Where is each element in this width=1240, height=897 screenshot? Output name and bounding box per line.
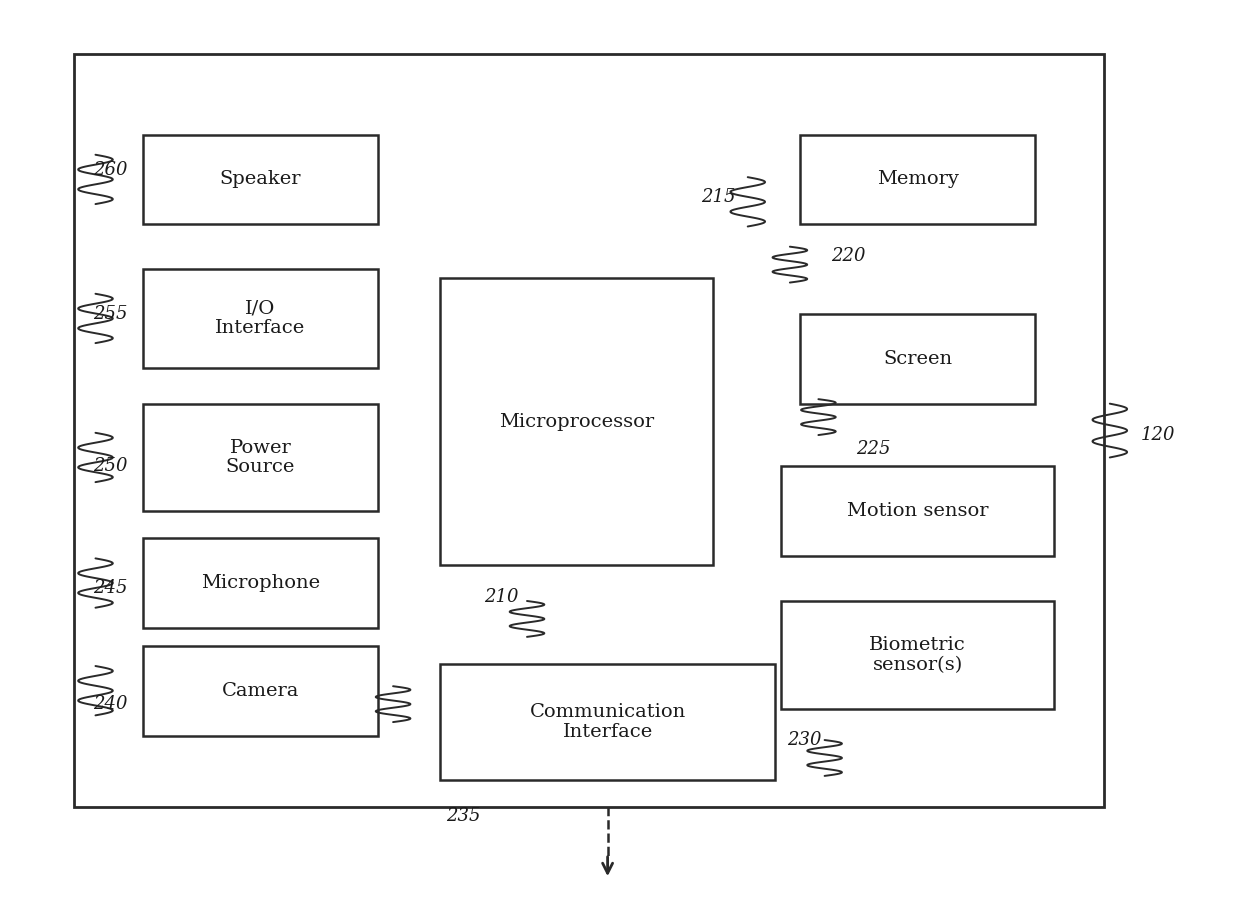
Text: 230: 230	[787, 731, 822, 749]
Text: Power: Power	[229, 439, 291, 457]
Text: Memory: Memory	[877, 170, 959, 188]
Text: 120: 120	[1141, 426, 1176, 444]
Text: Biometric: Biometric	[869, 636, 966, 654]
Text: Microprocessor: Microprocessor	[498, 413, 655, 431]
Text: 255: 255	[93, 305, 128, 323]
Bar	[440, 278, 713, 565]
Text: Communication: Communication	[529, 703, 686, 721]
Text: Camera: Camera	[222, 682, 299, 700]
Text: Interface: Interface	[216, 319, 305, 337]
Text: 220: 220	[831, 247, 866, 265]
Text: I/O: I/O	[246, 300, 275, 318]
Text: Speaker: Speaker	[219, 170, 301, 188]
Bar	[74, 54, 1104, 807]
Text: Screen: Screen	[883, 350, 952, 368]
Text: 210: 210	[484, 588, 518, 605]
Bar	[143, 404, 378, 511]
Text: sensor(s): sensor(s)	[873, 656, 962, 674]
Text: 245: 245	[93, 579, 128, 597]
Bar	[143, 646, 378, 736]
Bar	[781, 466, 1054, 556]
Bar	[143, 135, 378, 224]
Text: 250: 250	[93, 457, 128, 475]
Text: 225: 225	[856, 440, 890, 457]
Text: Microphone: Microphone	[201, 574, 320, 592]
Bar	[143, 538, 378, 628]
Bar	[143, 269, 378, 368]
Text: 215: 215	[701, 188, 735, 206]
Bar	[800, 135, 1035, 224]
Text: 235: 235	[446, 807, 481, 825]
Text: Motion sensor: Motion sensor	[847, 502, 988, 520]
Text: 260: 260	[93, 161, 128, 179]
Text: Interface: Interface	[563, 723, 652, 741]
Bar	[781, 601, 1054, 709]
Text: 240: 240	[93, 695, 128, 713]
Bar	[800, 314, 1035, 404]
Bar	[440, 664, 775, 780]
Text: Source: Source	[226, 458, 295, 476]
